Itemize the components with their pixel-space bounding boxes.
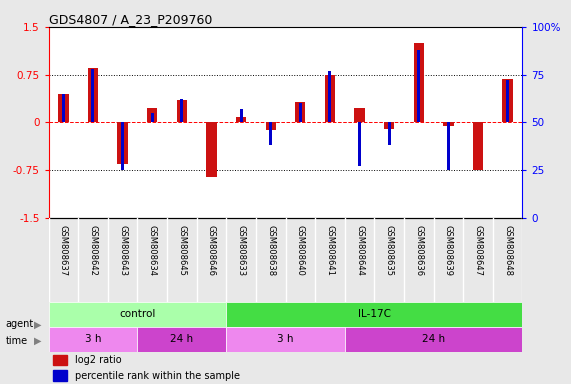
- Bar: [473, 122, 483, 170]
- Bar: [328, 71, 331, 122]
- Bar: [226, 327, 345, 352]
- Bar: [443, 122, 453, 126]
- Text: GSM808633: GSM808633: [236, 225, 246, 276]
- Text: GDS4807 / A_23_P209760: GDS4807 / A_23_P209760: [49, 13, 212, 26]
- Bar: [53, 371, 67, 381]
- Text: GSM808646: GSM808646: [207, 225, 216, 276]
- Bar: [388, 122, 391, 146]
- Bar: [345, 327, 522, 352]
- Text: GSM808648: GSM808648: [503, 225, 512, 276]
- Bar: [206, 122, 216, 177]
- Bar: [138, 327, 226, 352]
- Bar: [266, 122, 276, 130]
- Text: GSM808637: GSM808637: [59, 225, 68, 276]
- Text: GSM808642: GSM808642: [89, 225, 98, 276]
- Bar: [58, 94, 69, 122]
- Text: GSM808644: GSM808644: [355, 225, 364, 276]
- Bar: [325, 74, 335, 122]
- Bar: [299, 103, 302, 122]
- Bar: [417, 50, 420, 122]
- Text: GSM808635: GSM808635: [385, 225, 393, 276]
- Bar: [295, 102, 305, 122]
- Text: GSM808638: GSM808638: [266, 225, 275, 276]
- Text: 24 h: 24 h: [170, 334, 194, 344]
- Text: percentile rank within the sample: percentile rank within the sample: [75, 371, 240, 381]
- Bar: [506, 80, 509, 122]
- Bar: [121, 122, 124, 170]
- Text: GSM808645: GSM808645: [178, 225, 186, 276]
- Bar: [147, 108, 158, 122]
- Text: log2 ratio: log2 ratio: [75, 355, 121, 365]
- Bar: [53, 355, 67, 365]
- Bar: [91, 69, 94, 122]
- Text: GSM808639: GSM808639: [444, 225, 453, 276]
- Text: GSM808634: GSM808634: [148, 225, 156, 276]
- Bar: [62, 94, 65, 122]
- Bar: [176, 100, 187, 122]
- Bar: [358, 122, 361, 166]
- Bar: [355, 108, 365, 122]
- Text: ▶: ▶: [34, 319, 42, 329]
- Text: GSM808643: GSM808643: [118, 225, 127, 276]
- Bar: [88, 68, 98, 122]
- Bar: [240, 109, 243, 122]
- Bar: [384, 122, 395, 129]
- Text: ▶: ▶: [34, 336, 42, 346]
- Bar: [151, 113, 154, 122]
- Bar: [236, 118, 246, 122]
- Text: 3 h: 3 h: [85, 334, 101, 344]
- Text: GSM808640: GSM808640: [296, 225, 305, 276]
- Text: control: control: [119, 309, 155, 319]
- Bar: [49, 301, 226, 327]
- Bar: [447, 122, 450, 170]
- Text: 3 h: 3 h: [278, 334, 293, 344]
- Text: GSM808641: GSM808641: [325, 225, 335, 276]
- Bar: [118, 122, 128, 164]
- Text: 24 h: 24 h: [422, 334, 445, 344]
- Text: GSM808647: GSM808647: [473, 225, 482, 276]
- Bar: [226, 301, 522, 327]
- Text: IL-17C: IL-17C: [358, 309, 391, 319]
- Bar: [413, 43, 424, 122]
- Text: time: time: [6, 336, 28, 346]
- Text: GSM808636: GSM808636: [415, 225, 423, 276]
- Bar: [269, 122, 272, 146]
- Bar: [49, 327, 138, 352]
- Text: agent: agent: [6, 319, 34, 329]
- Bar: [502, 79, 513, 122]
- Bar: [180, 99, 183, 122]
